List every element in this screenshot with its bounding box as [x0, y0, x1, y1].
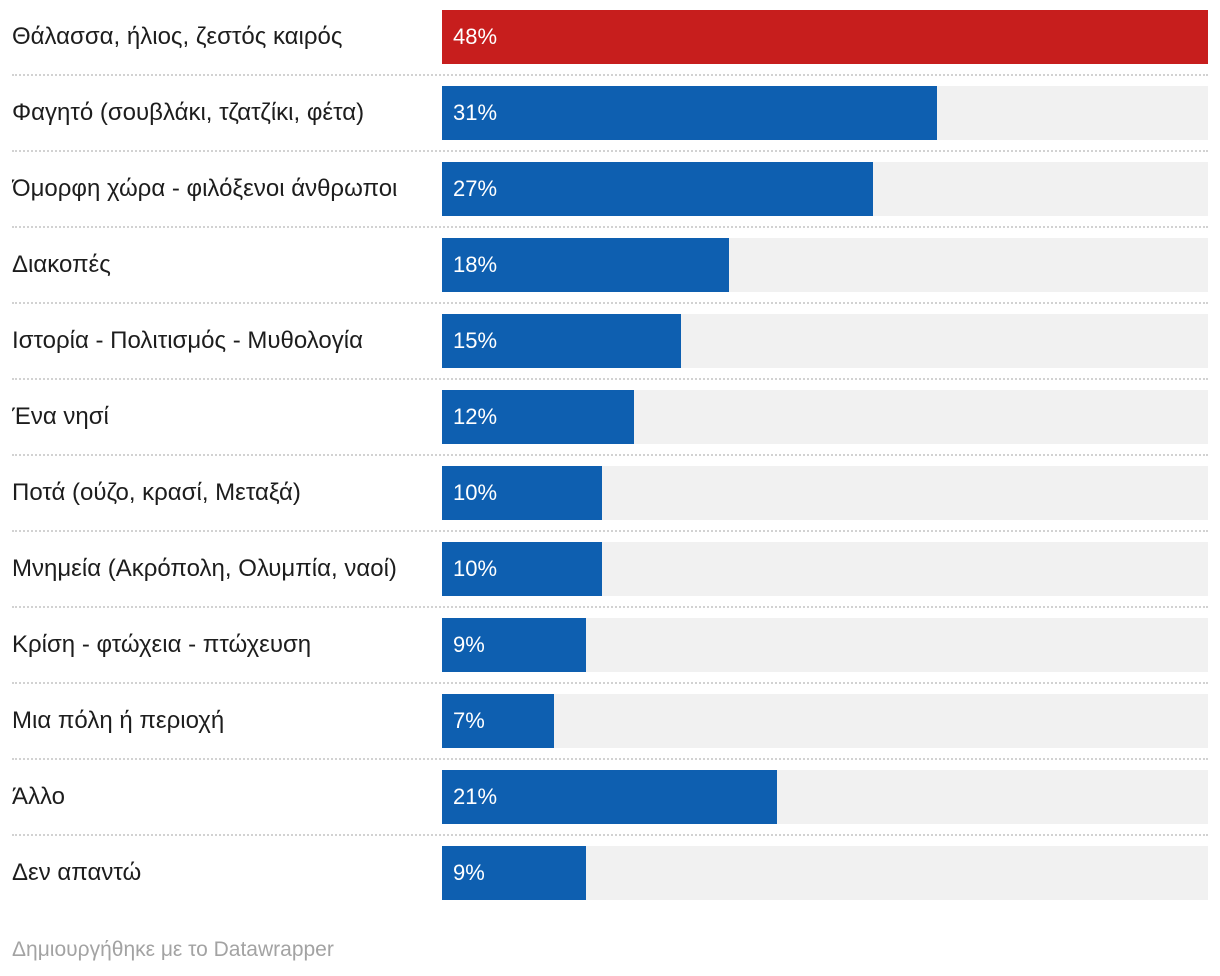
- bar-row: Μια πόλη ή περιοχή 7%: [12, 694, 1208, 770]
- data-label: 18%: [453, 252, 498, 277]
- row-divider: [12, 378, 1208, 380]
- bar: [442, 162, 873, 216]
- bar-row: Θάλασσα, ήλιος, ζεστός καιρός 48%: [12, 10, 1208, 86]
- bar-track: 27%: [442, 162, 1208, 216]
- data-label: 48%: [453, 24, 498, 49]
- bar-track: 9%: [442, 618, 1208, 672]
- category-label: Φαγητό (σουβλάκι, τζατζίκι, φέτα): [12, 99, 365, 126]
- bar: [442, 542, 602, 596]
- bar-track: 10%: [442, 542, 1208, 596]
- category-label: Μια πόλη ή περιοχή: [12, 707, 225, 734]
- row-divider: [12, 834, 1208, 836]
- bar-row: Διακοπές 18%: [12, 238, 1208, 314]
- bar: [442, 390, 634, 444]
- bar-row: Όμορφη χώρα - φιλόξενοι άνθρωποι 27%: [12, 162, 1208, 238]
- bar-track: 10%: [442, 466, 1208, 520]
- category-label: Δεν απαντώ: [12, 859, 142, 886]
- bar: [442, 846, 586, 900]
- bar: [442, 10, 1208, 64]
- bar-track: 48%: [442, 10, 1208, 64]
- data-label: 10%: [453, 480, 498, 505]
- row-divider: [12, 302, 1208, 304]
- category-label: Κρίση - φτώχεια - πτώχευση: [12, 631, 312, 658]
- row-divider: [12, 454, 1208, 456]
- bar-row: Κρίση - φτώχεια - πτώχευση 9%: [12, 618, 1208, 694]
- bar: [442, 618, 586, 672]
- bar: [442, 466, 602, 520]
- bar: [442, 238, 729, 292]
- bar-chart: Θάλασσα, ήλιος, ζεστός καιρός 48% Φαγητό (…: [12, 10, 1208, 900]
- bar-track: 12%: [442, 390, 1208, 444]
- bar-row: Ένα νησί 12%: [12, 390, 1208, 466]
- data-label: 10%: [453, 556, 498, 581]
- bar-row: Μνημεία (Ακρόπολη, Ολυμπία, ναοί) 10%: [12, 542, 1208, 618]
- category-label: Διακοπές: [12, 251, 111, 278]
- category-label: Όμορφη χώρα - φιλόξενοι άνθρωποι: [12, 175, 398, 202]
- bar-track: 7%: [442, 694, 1208, 748]
- data-label: 9%: [453, 632, 485, 657]
- category-label: Ποτά (ούζο, κρασί, Μεταξά): [12, 479, 301, 506]
- bar-row: Ποτά (ούζο, κρασί, Μεταξά) 10%: [12, 466, 1208, 542]
- category-label: Μνημεία (Ακρόπολη, Ολυμπία, ναοί): [12, 555, 397, 582]
- category-label: Άλλο: [12, 783, 66, 810]
- row-divider: [12, 682, 1208, 684]
- bar: [442, 314, 681, 368]
- data-label: 9%: [453, 860, 485, 885]
- bar: [442, 86, 937, 140]
- data-label: 31%: [453, 100, 498, 125]
- category-label: Ιστορία - Πολιτισμός - Μυθολογία: [12, 327, 363, 354]
- row-divider: [12, 758, 1208, 760]
- bar-track: 18%: [442, 238, 1208, 292]
- data-label: 21%: [453, 784, 498, 809]
- bar-row: Άλλο 21%: [12, 770, 1208, 846]
- bar-track: 21%: [442, 770, 1208, 824]
- data-label: 15%: [453, 328, 498, 353]
- row-divider: [12, 530, 1208, 532]
- bar-row: Δεν απαντώ 9%: [12, 846, 1208, 922]
- bar-track: 15%: [442, 314, 1208, 368]
- bar-row: Ιστορία - Πολιτισμός - Μυθολογία 15%: [12, 314, 1208, 390]
- row-divider: [12, 606, 1208, 608]
- bar: [442, 694, 554, 748]
- row-divider: [12, 226, 1208, 228]
- bar-track: 9%: [442, 846, 1208, 900]
- bar-row: Φαγητό (σουβλάκι, τζατζίκι, φέτα) 31%: [12, 86, 1208, 162]
- bar-track: 31%: [442, 86, 1208, 140]
- category-label: Θάλασσα, ήλιος, ζεστός καιρός: [12, 23, 343, 50]
- category-label: Ένα νησί: [12, 403, 109, 430]
- datawrapper-credit: Δημιουργήθηκε με το Datawrapper: [12, 938, 334, 961]
- data-label: 27%: [453, 176, 498, 201]
- bar: [442, 770, 777, 824]
- row-divider: [12, 150, 1208, 152]
- row-divider: [12, 74, 1208, 76]
- data-label: 7%: [453, 708, 485, 733]
- data-label: 12%: [453, 404, 498, 429]
